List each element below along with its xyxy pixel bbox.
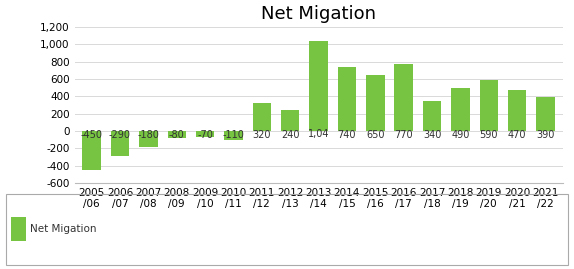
Text: -290: -290 bbox=[109, 129, 131, 140]
Text: 1,04: 1,04 bbox=[308, 129, 329, 140]
Bar bbox=[451, 89, 470, 131]
Text: -70: -70 bbox=[197, 129, 213, 140]
Text: 740: 740 bbox=[338, 129, 356, 140]
Bar bbox=[83, 131, 101, 170]
Text: 770: 770 bbox=[394, 129, 413, 140]
Text: -80: -80 bbox=[169, 129, 185, 140]
Bar bbox=[366, 75, 385, 131]
Bar bbox=[423, 101, 441, 131]
Bar bbox=[394, 64, 413, 131]
Bar bbox=[196, 131, 214, 137]
Text: 470: 470 bbox=[508, 129, 526, 140]
Text: 320: 320 bbox=[253, 129, 271, 140]
Bar bbox=[168, 131, 186, 138]
Bar bbox=[253, 103, 271, 131]
Bar bbox=[338, 67, 356, 131]
Bar bbox=[309, 41, 328, 131]
Bar bbox=[508, 90, 526, 131]
Bar bbox=[139, 131, 158, 147]
Text: 590: 590 bbox=[479, 129, 498, 140]
Text: 240: 240 bbox=[281, 129, 300, 140]
Bar bbox=[479, 80, 498, 131]
Text: -180: -180 bbox=[137, 129, 160, 140]
Bar bbox=[6, 194, 568, 265]
Text: 390: 390 bbox=[536, 129, 554, 140]
Bar bbox=[281, 110, 300, 131]
Bar bbox=[536, 97, 554, 131]
Text: 650: 650 bbox=[366, 129, 385, 140]
Text: -450: -450 bbox=[80, 129, 103, 140]
Text: 490: 490 bbox=[451, 129, 470, 140]
Text: 340: 340 bbox=[423, 129, 441, 140]
Bar bbox=[11, 217, 26, 241]
Bar bbox=[224, 131, 243, 140]
Text: Net Migation: Net Migation bbox=[30, 224, 97, 234]
Bar bbox=[111, 131, 129, 156]
Title: Net Migation: Net Migation bbox=[261, 5, 376, 23]
Text: -110: -110 bbox=[223, 129, 245, 140]
